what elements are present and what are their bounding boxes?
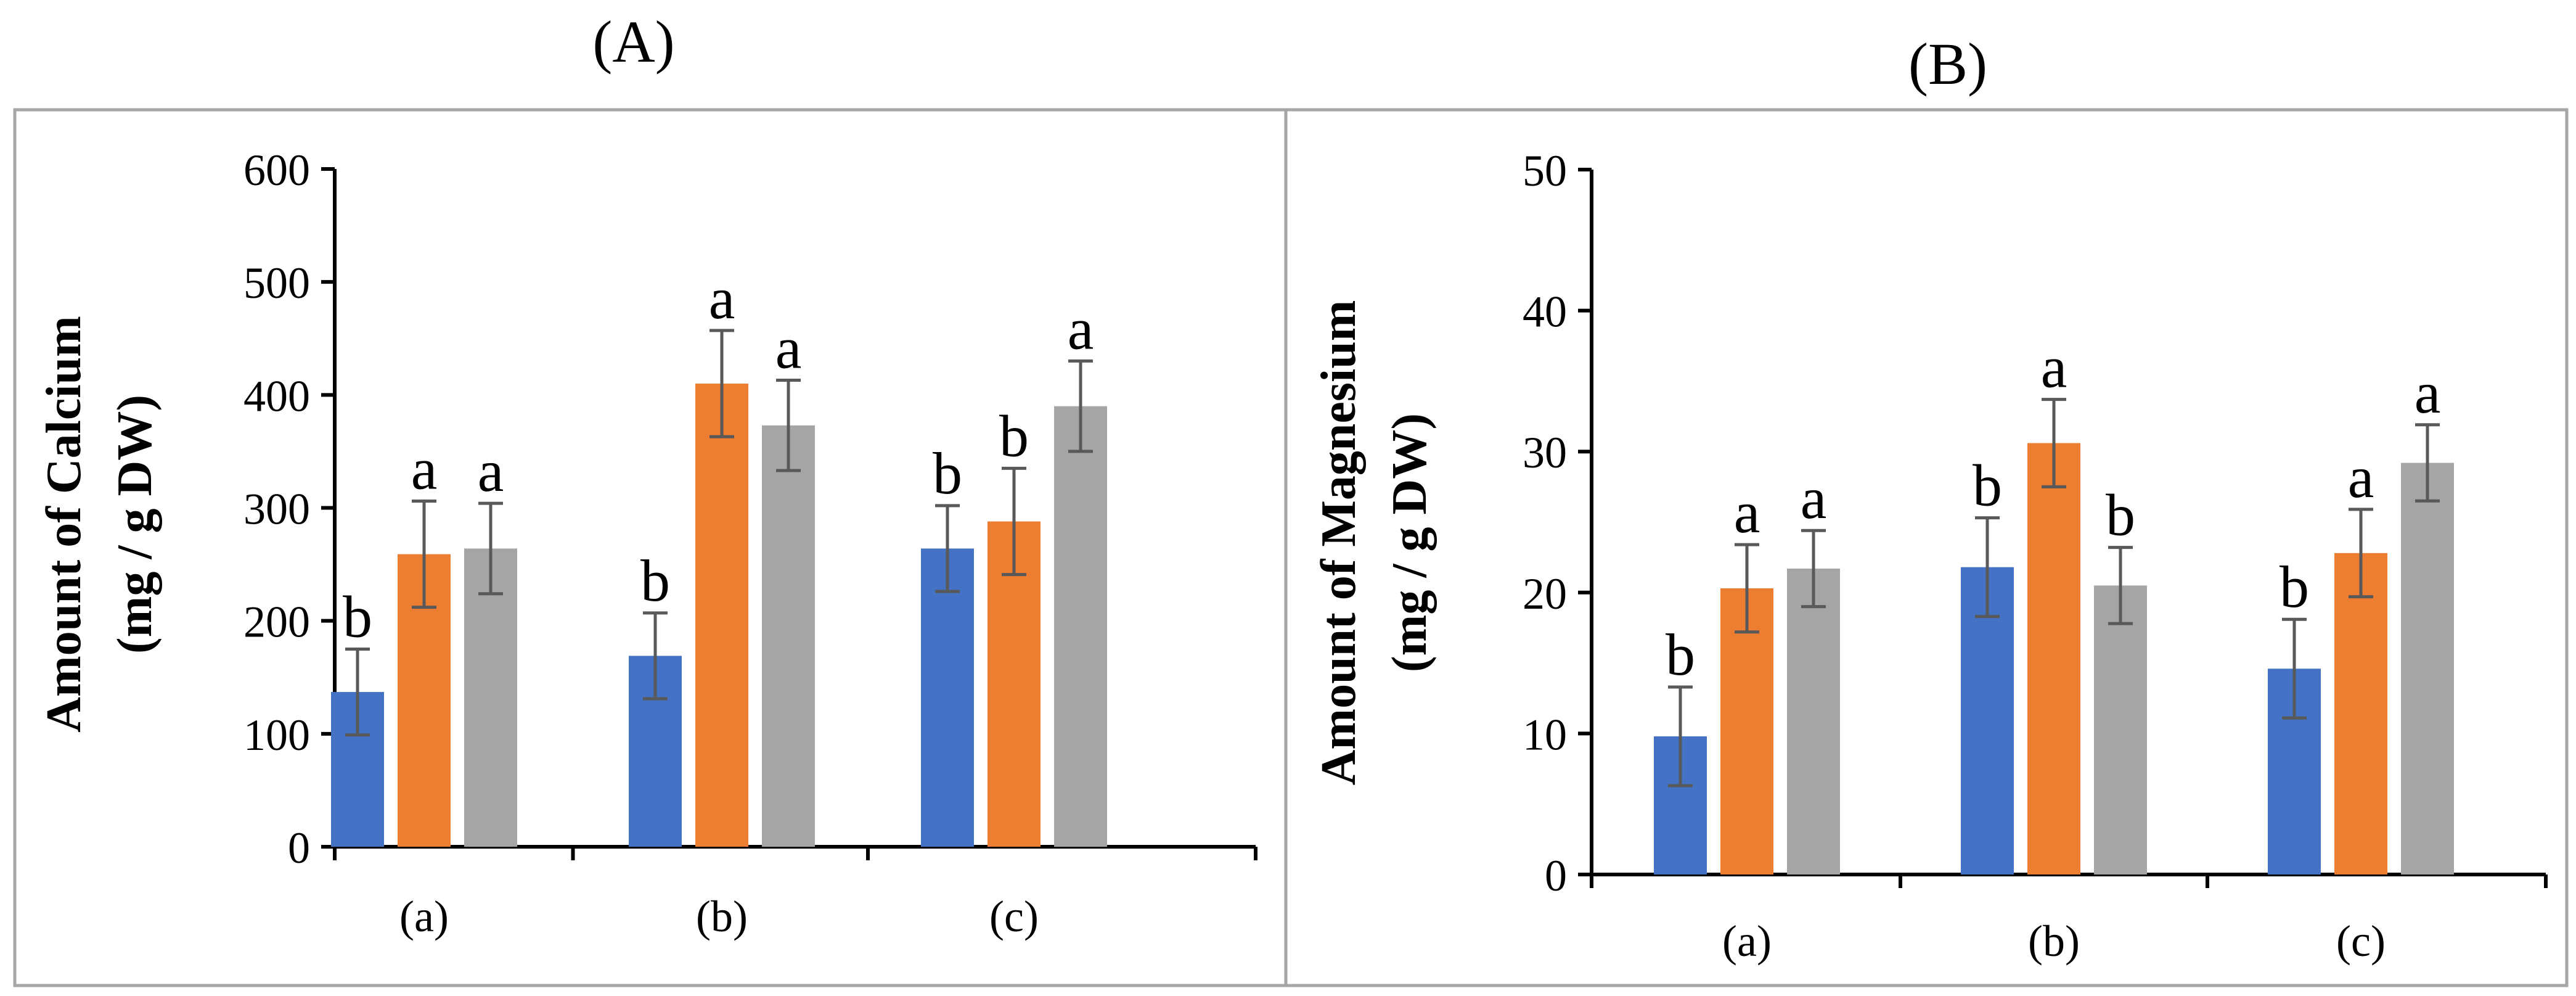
panel-a-ylabel: Amount of Calcium (mg / g DW)	[37, 316, 162, 733]
panel-a-bar	[695, 384, 748, 847]
panel-b-significance-letter: b	[1973, 453, 2002, 519]
panel-a-bar	[464, 548, 517, 847]
panel-a-x-tick-label: (a)	[399, 892, 449, 941]
panel-b-x-tick-label: (b)	[2028, 916, 2080, 966]
panel-a-significance-letter: a	[478, 438, 504, 504]
panel-b-significance-letter: a	[2041, 334, 2067, 400]
panel-b-significance-letter: b	[2280, 554, 2309, 620]
panel-a-title: (A)	[592, 9, 674, 75]
panel-a-significance-letter: b	[343, 583, 372, 649]
panel-a-y-tick-label: 600	[243, 146, 310, 195]
panel-b-ylabel-line2: (mg / g DW)	[1383, 413, 1437, 672]
panel-a-y-tick-label: 0	[288, 823, 310, 873]
panel-b-y-tick-label: 40	[1523, 287, 1567, 337]
panel-a-significance-letter: b	[640, 548, 670, 614]
panel-b-ylabel: Amount of Magnesium (mg / g DW)	[1312, 300, 1437, 786]
panel-b-title: (B)	[1908, 31, 1987, 97]
panel-b-y-tick-label: 0	[1545, 851, 1567, 900]
panel-a-significance-letter: a	[1068, 295, 1094, 361]
panel-a-significance-letter: a	[709, 265, 735, 331]
panel-b-y-tick-label: 20	[1523, 569, 1567, 619]
panel-b-significance-letter: b	[1666, 622, 1695, 688]
panel-b-bar	[2401, 463, 2454, 875]
panel-b-bar	[1720, 588, 1773, 875]
panel-b-x-tick-label: (a)	[1722, 916, 1772, 966]
panel-a-y-tick-label: 400	[243, 371, 310, 421]
panel-a-bar	[762, 425, 815, 847]
panel-b-significance-letter: a	[2348, 444, 2374, 510]
panel-a-bar	[1054, 406, 1107, 847]
panel-b-bar	[1787, 568, 1840, 875]
panel-a-y-tick-label: 200	[243, 598, 310, 647]
panel-b-y-tick-label: 10	[1523, 710, 1567, 759]
panel-a-significance-letter: a	[411, 436, 438, 502]
panel-b-frame	[1284, 108, 2569, 987]
panel-b-x-tick-label: (c)	[2336, 916, 2386, 966]
panel-a-x-tick-label: (c)	[989, 892, 1039, 941]
panel-b-y-tick-label: 50	[1523, 146, 1567, 195]
panel-b-significance-letter: a	[2414, 360, 2441, 426]
panel-a-significance-letter: a	[775, 315, 802, 381]
panel-a-y-tick-label: 500	[243, 258, 310, 308]
panel-a-y-tick-label: 100	[243, 710, 310, 760]
panel-a-significance-letter: b	[933, 440, 962, 506]
panel-a-x-tick-label: (b)	[696, 892, 748, 941]
panel-a-ylabel-line2: (mg / g DW)	[108, 395, 162, 654]
panel-b-bar	[2094, 585, 2147, 875]
panel-a-bar	[921, 548, 974, 847]
panel-a-ylabel-line1: Amount of Calcium	[37, 316, 91, 733]
panel-b-bar	[1961, 567, 2014, 875]
panel-b-significance-letter: a	[1734, 479, 1760, 545]
panel-b-significance-letter: b	[2106, 482, 2135, 548]
panel-b-bar	[2334, 553, 2387, 875]
panel-a-y-tick-label: 300	[243, 485, 310, 534]
panel-a-significance-letter: b	[999, 403, 1029, 469]
panel-b-bar	[2027, 443, 2080, 875]
panel-b-significance-letter: a	[1801, 465, 1827, 531]
panel-b-ylabel-line1: Amount of Magnesium	[1312, 300, 1366, 786]
panel-b-y-tick-label: 30	[1523, 428, 1567, 477]
